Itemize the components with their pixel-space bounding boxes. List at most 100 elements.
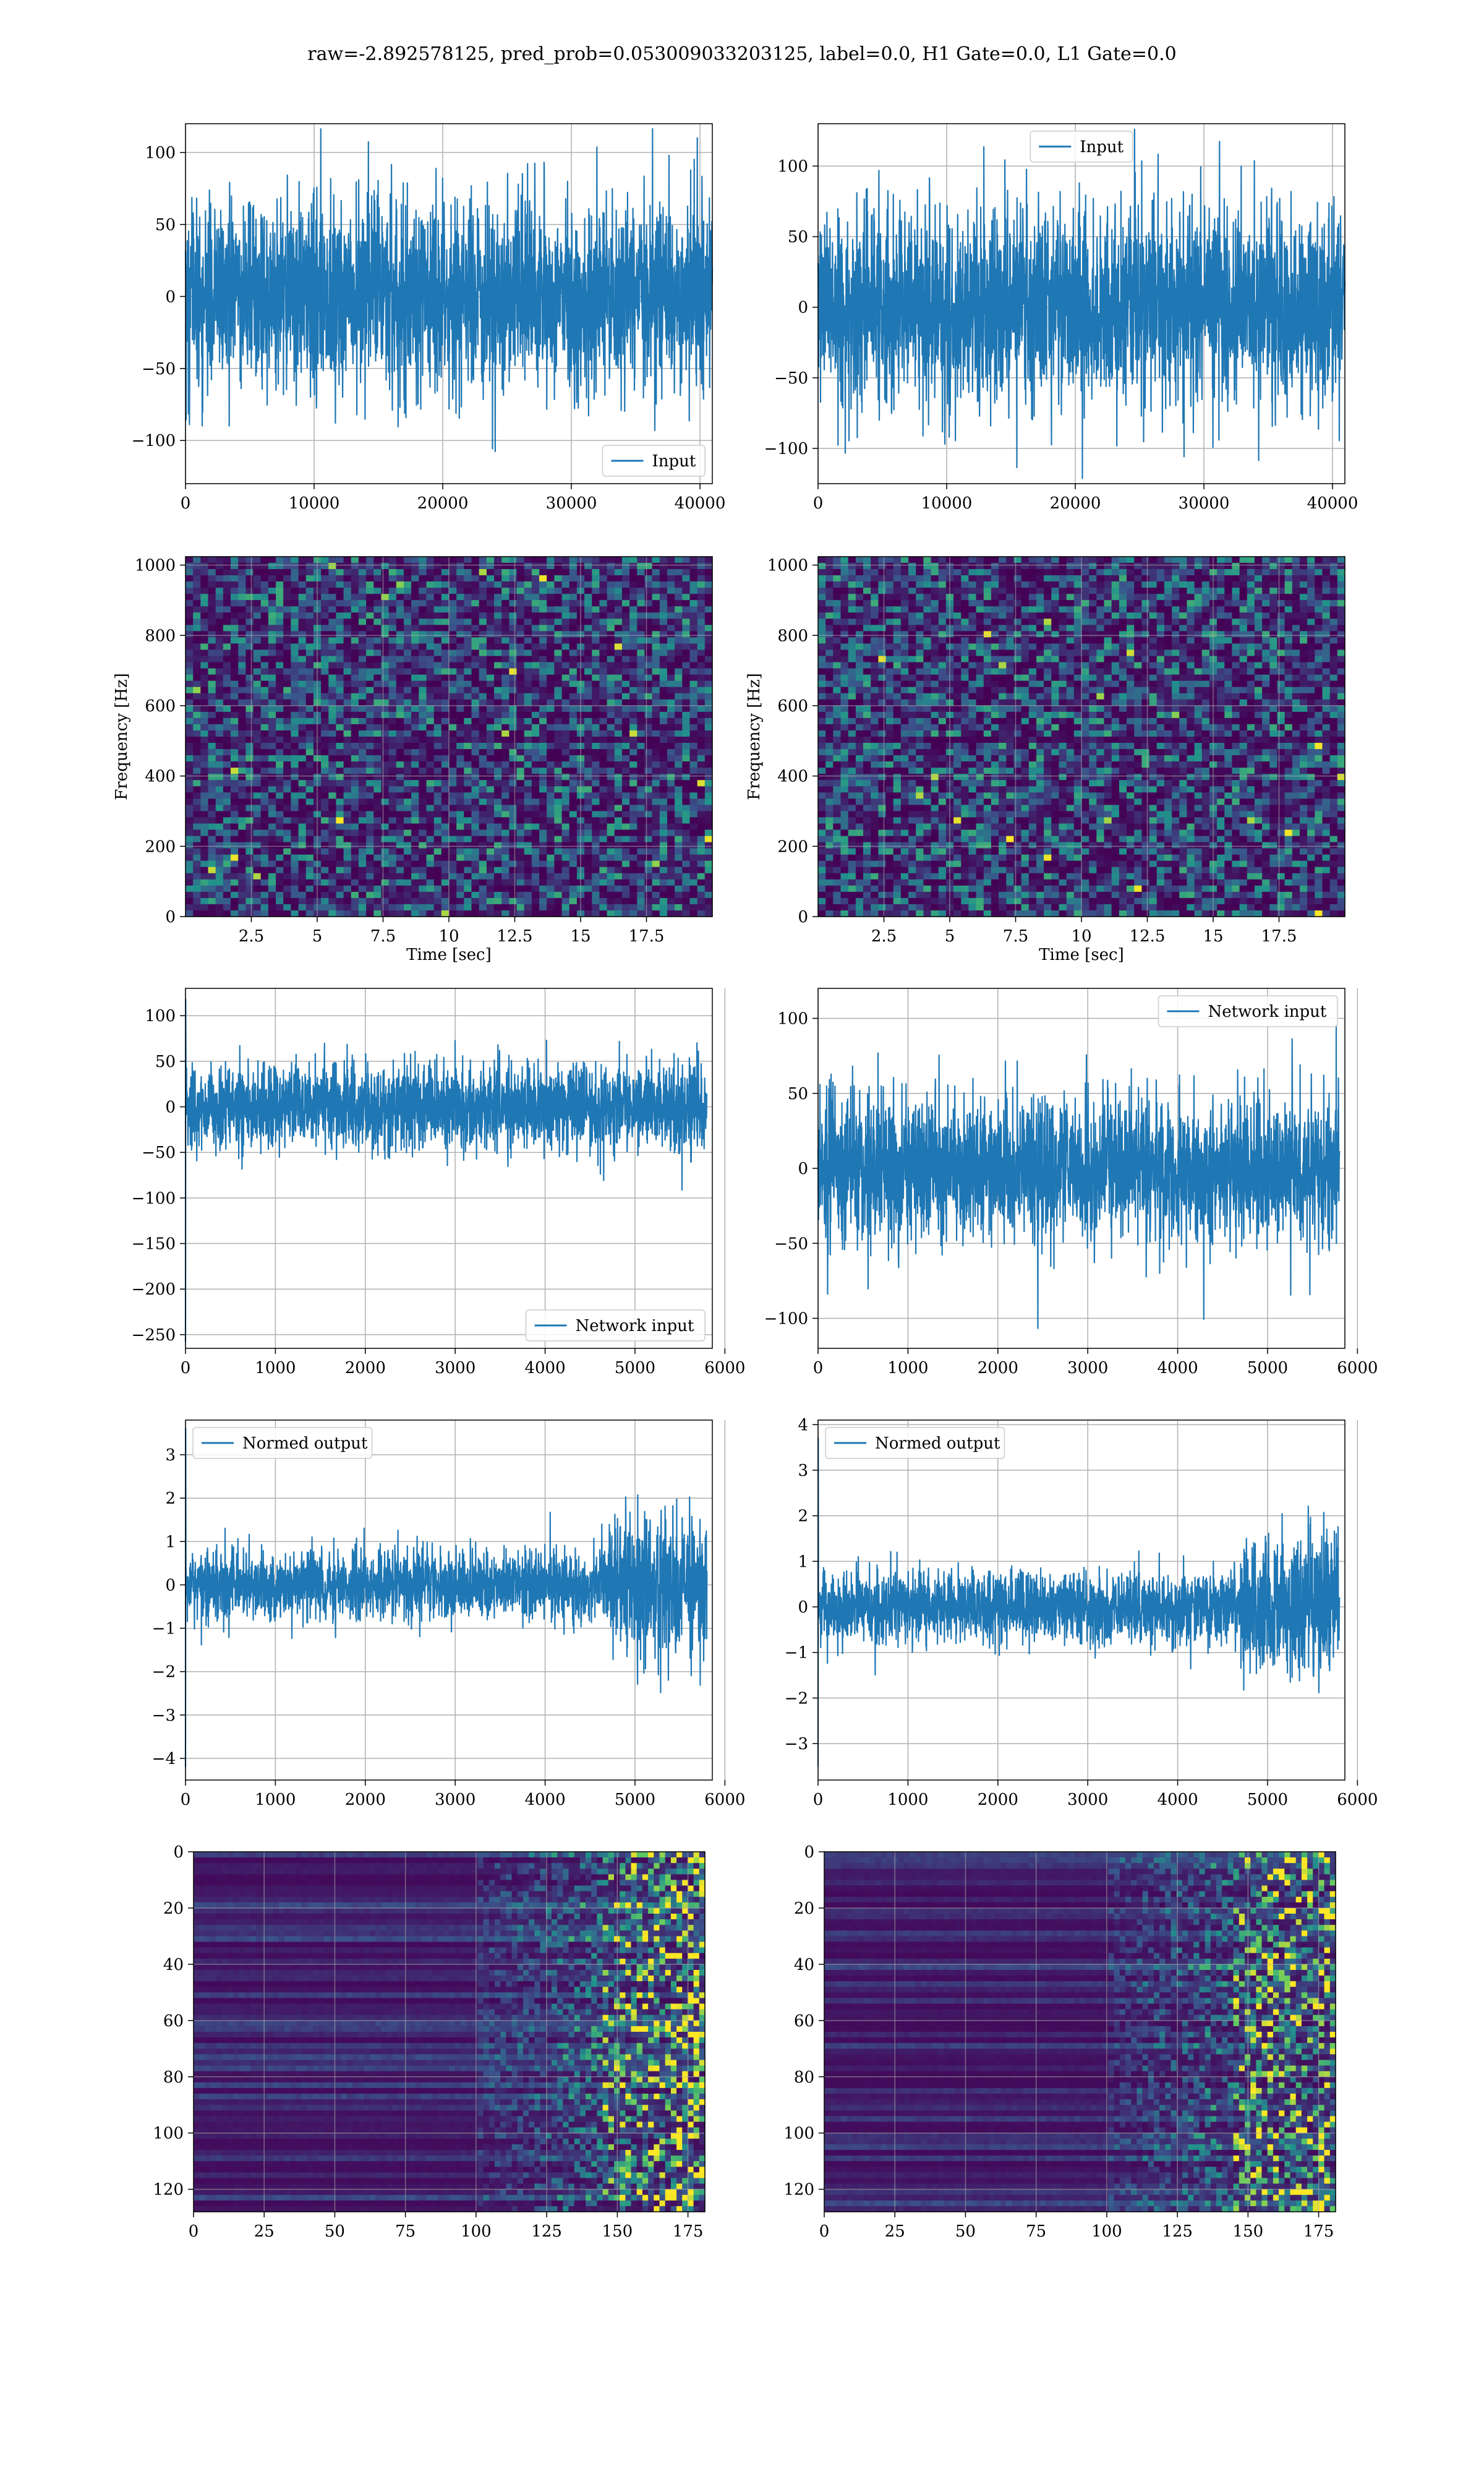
l1-spectrogram-cell	[855, 612, 864, 619]
h1-spectrogram-cell	[426, 774, 435, 781]
h1-spectrogram-cell	[456, 811, 464, 818]
h1-spectrogram-cell	[245, 774, 254, 781]
h1-spectrogram-cell	[200, 594, 209, 601]
h1-spectrogram-cell	[231, 842, 239, 849]
h1-spectrogram-cell	[328, 674, 337, 682]
h1-spectrogram-cell	[396, 805, 404, 811]
h1-spectrogram-cell	[561, 699, 570, 706]
h1-spectrogram-cell	[426, 848, 435, 855]
h1-spectrogram-cell	[343, 600, 352, 607]
h1-spectrogram-cell	[569, 755, 578, 762]
h1-spectrogram-cell	[614, 637, 623, 644]
h1-spectrogram-cell	[621, 910, 630, 917]
h1-spectrogram-cell	[223, 829, 231, 837]
h1-spectrogram-cell	[411, 805, 419, 811]
h1-spectrogram-cell	[381, 792, 390, 799]
h1-spectrogram-cell	[419, 637, 427, 644]
l1-spectrogram-cell	[1179, 581, 1187, 588]
l1-spectrogram-cell	[855, 557, 864, 563]
h1-spectrogram-cell	[704, 737, 713, 743]
h1-spectrogram-cell	[667, 786, 675, 793]
h1-spectrogram-cell	[186, 817, 194, 824]
h1-spectrogram-cell	[456, 643, 464, 651]
h1-spectrogram-cell	[629, 600, 638, 607]
h1-spectrogram-cell	[268, 637, 276, 644]
l1-spectrogram-cell	[1187, 557, 1195, 563]
h1-spectrogram-cell	[644, 649, 653, 657]
h1-spectrogram-cell	[547, 805, 555, 811]
h1-spectrogram-cell	[396, 811, 404, 818]
h1-spectrogram-cell	[697, 575, 706, 582]
h1-spectrogram-cell	[336, 606, 344, 613]
h1-spectrogram-cell	[253, 854, 262, 862]
h1-spectrogram-cell	[697, 662, 706, 669]
h1-spectrogram-cell	[675, 717, 683, 725]
h1-spectrogram-cell	[629, 737, 638, 743]
h1-spectrogram-cell	[291, 618, 299, 625]
h1-spectrogram-cell	[659, 811, 668, 818]
h1-spectrogram-cell	[509, 842, 518, 849]
h1-spectrogram-cell	[456, 594, 464, 601]
h1-spectrogram-cell	[524, 805, 532, 811]
h1-spectrogram-cell	[682, 836, 691, 843]
h1-spectrogram-cell	[223, 631, 231, 638]
h1-spectrogram-cell	[561, 786, 570, 793]
h1-spectrogram-cell	[494, 780, 502, 787]
h1-spectrogram-cell	[276, 569, 284, 576]
h1-spectrogram-cell	[659, 724, 668, 731]
h1-spectrogram-cell	[245, 836, 254, 843]
h1-spectrogram-cell	[253, 737, 262, 743]
h1-spectrogram-cell	[629, 705, 638, 713]
l1-spectrogram-cell	[923, 563, 932, 570]
h1-spectrogram-cell	[343, 557, 352, 563]
h1-spectrogram-cell	[704, 768, 713, 774]
h1-spectrogram-cell	[599, 618, 608, 625]
h1-spectrogram-cell	[659, 755, 668, 762]
h1-spectrogram-cell	[637, 600, 646, 607]
l1-spectrogram-cell	[1013, 569, 1022, 576]
h1-spectrogram-cell	[298, 910, 307, 917]
h1-spectrogram-cell	[675, 625, 683, 631]
h1-spectrogram-cell	[260, 885, 269, 892]
l1-spectrogram-cell	[1277, 581, 1286, 588]
h1-spectrogram-cell	[260, 755, 269, 762]
h1-spectrogram-cell	[614, 885, 623, 892]
h1-spectrogram-cell	[494, 680, 502, 688]
h1-spectrogram-xtick-label: 12.5	[497, 927, 533, 946]
l1-spectrogram-cell	[1284, 618, 1293, 625]
h1-spectrogram-cell	[388, 575, 397, 582]
h1-spectrogram-cell	[433, 662, 442, 669]
h1-spectrogram-cell	[516, 717, 525, 725]
h1-spectrogram-cell	[667, 749, 675, 756]
h1-spectrogram-cell	[539, 891, 547, 899]
h1-spectrogram-cell	[291, 836, 299, 843]
l1-spectrogram-cell	[1096, 618, 1105, 625]
h1-spectrogram-cell	[193, 606, 201, 613]
h1-spectrogram-cell	[509, 836, 518, 843]
h1-spectrogram-cell	[464, 823, 472, 831]
h1-spectrogram-cell	[561, 606, 570, 613]
h1-spectrogram-cell	[659, 860, 668, 868]
h1-spectrogram-cell	[441, 699, 450, 706]
h1-spectrogram-cell	[396, 848, 404, 855]
h1-spectrogram-cell	[396, 749, 404, 756]
h1-spectrogram-cell	[215, 563, 224, 570]
h1-spectrogram-cell	[343, 730, 352, 737]
h1-spectrogram-cell	[569, 860, 578, 868]
h1-spectrogram-cell	[599, 625, 608, 631]
h1-spectrogram-cell	[404, 774, 412, 781]
l1-spectrogram-cell	[1307, 606, 1315, 613]
h1-spectrogram-cell	[231, 588, 239, 594]
l1-spectrogram-cell	[1292, 557, 1300, 563]
h1-spectrogram-cell	[238, 798, 246, 805]
l1-spectrogram-cell	[900, 612, 909, 619]
h1-spectrogram-cell	[388, 643, 397, 651]
h1-spectrogram-cell	[494, 792, 502, 799]
h1-spectrogram-cell	[644, 761, 653, 768]
l1-spectrogram-cell	[878, 581, 887, 588]
l1-spectrogram-cell	[1224, 588, 1233, 594]
h1-spectrogram-cell	[223, 557, 231, 563]
l1-spectrogram-cell	[1089, 618, 1097, 625]
h1-spectrogram-cell	[524, 897, 532, 905]
h1-spectrogram-cell	[186, 873, 194, 880]
